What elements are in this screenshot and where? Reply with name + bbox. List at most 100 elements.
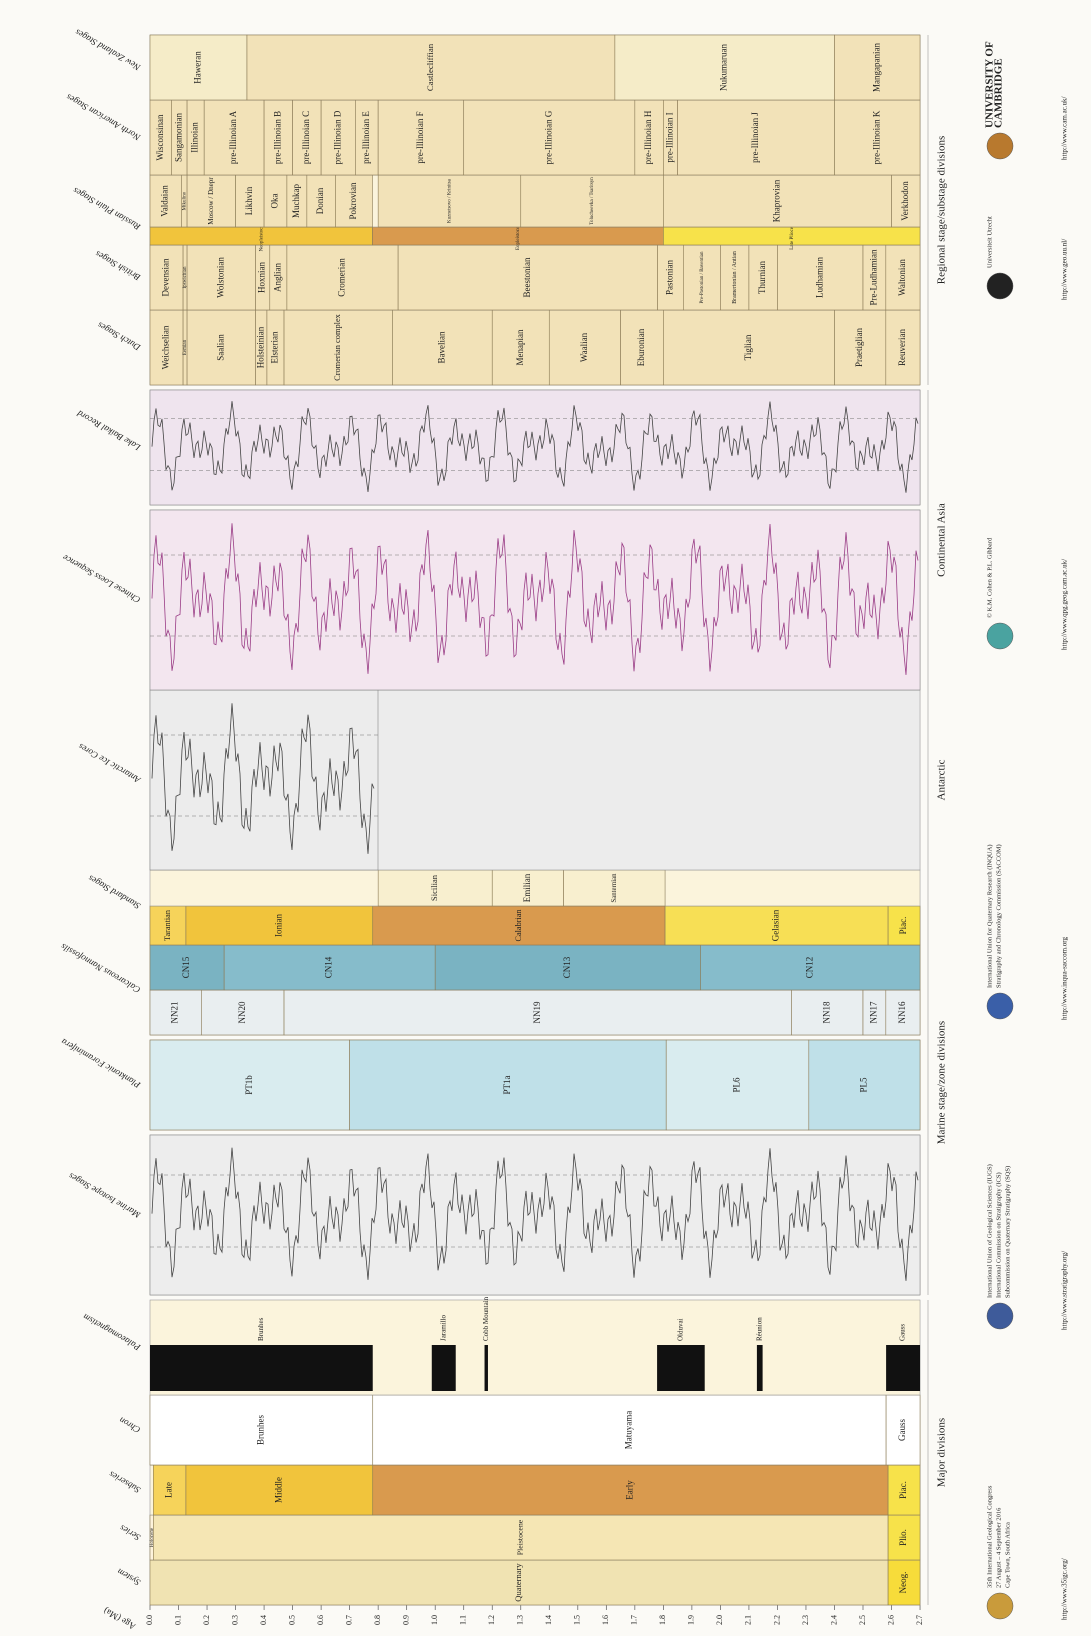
unit-label: PL5 — [858, 1077, 868, 1093]
unit-label: Praetiglian — [854, 328, 864, 367]
unit-label: PT1b — [244, 1075, 254, 1095]
unit-label: Likhvin — [244, 186, 254, 215]
footer-url: http://www.geo.uu.nl/ — [1061, 239, 1069, 300]
unit-label: PT1a — [502, 1075, 512, 1094]
unit-label: Early — [624, 1480, 634, 1500]
unit-label: Piac. — [898, 917, 908, 935]
logo — [987, 623, 1013, 649]
unit-label: CN14 — [324, 956, 334, 978]
unit-label: Moscow / Dnepr — [207, 177, 215, 225]
age-tick-label: 0.1 — [173, 1615, 182, 1625]
group-label: Marine stage/zone divisions — [936, 1021, 948, 1144]
age-tick-label: 2.3 — [801, 1615, 810, 1625]
logo-text: CAMBRIDGE — [993, 58, 1005, 128]
unit-label: pre-Illinoian A — [228, 110, 238, 164]
age-tick-label: 1.4 — [544, 1615, 553, 1625]
logo — [987, 1593, 1013, 1619]
group-label: Major divisions — [936, 1418, 948, 1487]
unit-label: Gauss — [899, 1324, 907, 1341]
unit-label: Mikulino — [182, 191, 187, 210]
unit — [757, 1345, 763, 1391]
unit-label: Hoxnian — [257, 262, 267, 293]
unit-label: Santernian — [611, 873, 618, 903]
age-tick-label: 0.6 — [316, 1615, 325, 1625]
unit-label: Elsterian — [270, 331, 280, 363]
group-label: Regional stage/substage divisions — [936, 136, 948, 284]
unit-label: Gelasian — [771, 909, 781, 941]
unit-label: Pre-Ludhamian — [868, 249, 878, 305]
unit-label: Illinoian — [190, 122, 200, 153]
unit-label: Sangamonian — [173, 113, 183, 162]
unit-label: Mangapanian — [871, 43, 881, 92]
logo-text: Subcommission on Quaternary Stratigraphy… — [1004, 1166, 1011, 1298]
unit-label: NN20 — [237, 1001, 247, 1023]
age-tick-label: 2.4 — [829, 1615, 838, 1625]
age-tick-label: 2.6 — [886, 1615, 895, 1625]
unit-label: Plio. — [898, 1529, 908, 1546]
age-tick-label: 2.5 — [858, 1615, 867, 1625]
logo — [987, 1303, 1013, 1329]
unit-label: Quaternary — [513, 1563, 523, 1602]
unit-label: Ionian — [273, 914, 283, 937]
unit — [432, 1345, 456, 1391]
unit-label: Brunhes — [255, 1415, 265, 1445]
logo — [987, 133, 1013, 159]
unit-label: Bavelian — [436, 331, 446, 363]
footer-url: http://www.qpg.geog.cam.ac.uk/ — [1061, 559, 1069, 650]
unit-label: NN19 — [532, 1001, 542, 1023]
unit-label: pre-Illinoian E — [361, 111, 371, 164]
age-tick-label: 1.7 — [630, 1615, 639, 1625]
age-tick-label: 1.6 — [601, 1615, 610, 1625]
unit-label: Pastonian — [665, 260, 675, 295]
unit-label: Piac. — [898, 1481, 908, 1499]
footer-url: http://www.35igc.org/ — [1061, 1558, 1069, 1620]
unit-label: Verkhodon — [900, 181, 910, 221]
age-tick-label: 1.8 — [658, 1615, 667, 1625]
age-tick-label: 0.7 — [344, 1615, 353, 1625]
curve-panel — [150, 690, 378, 870]
age-tick-label: 1.0 — [430, 1615, 439, 1625]
unit-label: pre-Illinoian C — [301, 111, 311, 164]
unit-label: Bramertonian / Antian — [732, 251, 738, 304]
unit-label: Khaprovian — [772, 179, 782, 222]
unit — [886, 1345, 920, 1391]
unit-label: pre-Illinoian K — [871, 110, 881, 164]
age-tick-label: 2.0 — [715, 1615, 724, 1625]
unit-label: Nukumaruan — [719, 44, 729, 91]
unit-label: Saalian — [215, 334, 225, 361]
unit-label: Jaramillo — [439, 1314, 447, 1341]
unit-label: CN12 — [804, 957, 814, 979]
unit-label: Neog. — [898, 1572, 908, 1594]
unit-label: Pokrovian — [348, 182, 358, 219]
age-tick-label: 0.4 — [259, 1615, 268, 1625]
logo-text: 27 August – 4 September 2016 — [995, 1507, 1002, 1588]
unit-label: CN13 — [562, 956, 572, 978]
unit-label: Waalian — [579, 332, 589, 362]
unit-label: Oka — [270, 194, 280, 209]
unit-label: pre-Illinoian J — [750, 112, 760, 163]
unit-label: Tarantian — [163, 910, 172, 941]
age-tick-label: 0.3 — [230, 1615, 239, 1625]
unit-label: Valdaian — [160, 185, 170, 217]
footer-url: http://www.inqua-saccom.org — [1061, 936, 1069, 1020]
unit-label: Cromerian — [337, 258, 347, 297]
unit-label: Calabrian — [514, 910, 523, 942]
unit-label: Wolstonian — [215, 257, 225, 298]
poster: Age (Ma)0.00.10.20.30.40.50.60.70.80.91.… — [0, 0, 1091, 1636]
age-tick-label: 1.5 — [573, 1615, 582, 1625]
unit-label: Devensian — [161, 258, 171, 296]
group-label: Antarctic — [936, 759, 948, 800]
logo-text: International Commission on Stratigraphy… — [995, 1172, 1002, 1298]
unit-label: Donian — [315, 187, 325, 214]
age-tick-label: 0.8 — [373, 1615, 382, 1625]
logo-text: Universiteit Utrecht — [986, 216, 993, 268]
age-tick-label: 1.3 — [516, 1615, 525, 1625]
age-tick-label: 0.5 — [287, 1615, 296, 1625]
unit-label: Réunion — [755, 1317, 763, 1341]
unit-label: Weichselian — [161, 325, 171, 369]
unit-label: Emilian — [522, 873, 532, 902]
unit-label: pre-Illinoian H — [643, 110, 653, 164]
age-tick-label: 2.1 — [744, 1615, 753, 1625]
unit-label: Cobb Mountain — [482, 1296, 490, 1341]
